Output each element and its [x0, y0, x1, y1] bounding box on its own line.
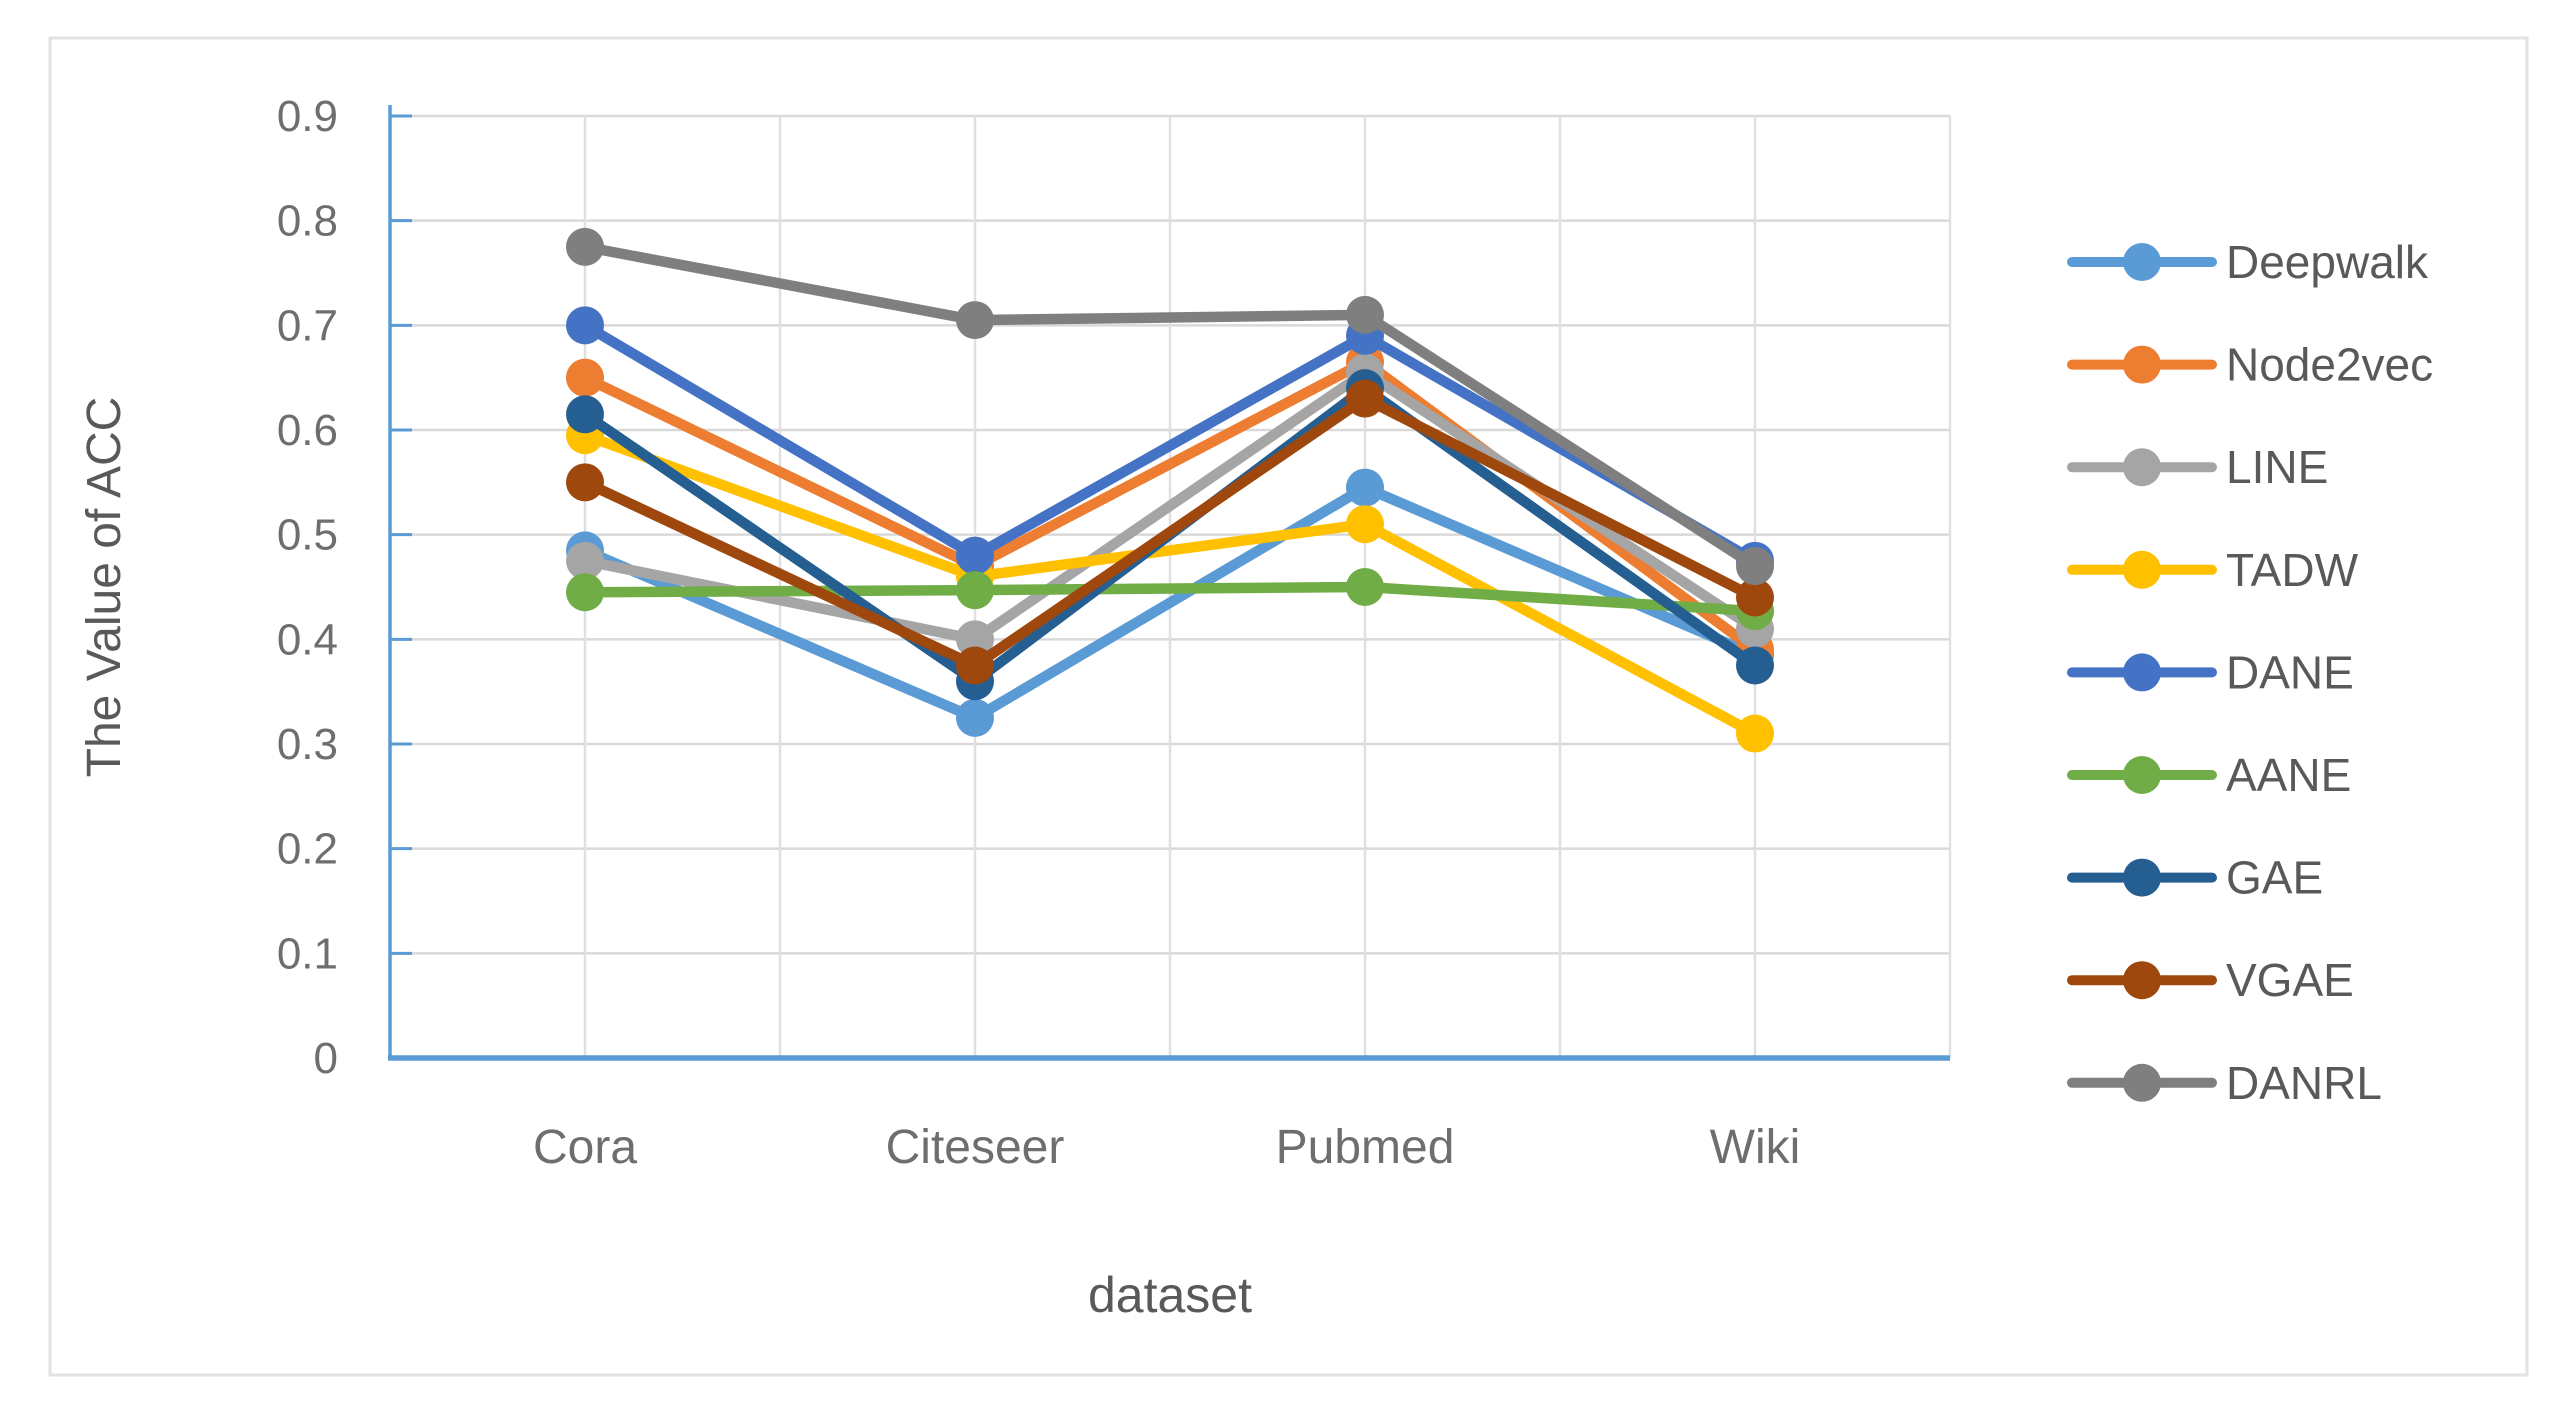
legend-item-GAE: GAE [2067, 852, 2323, 904]
legend-swatch-marker-DANRL [2123, 1063, 2161, 1102]
axes [388, 105, 1950, 1061]
y-tick-label: 0.8 [277, 197, 338, 246]
data-series [566, 227, 1774, 753]
legend-item-VGAE: VGAE [2067, 954, 2354, 1006]
legend-item-TADW: TADW [2067, 544, 2359, 596]
series-point-VGAE-Citeseer [956, 646, 994, 685]
legend-swatch-marker-GAE [2123, 858, 2161, 897]
legend-item-LINE: LINE [2067, 441, 2328, 493]
series-line-Deepwalk [582, 482, 1758, 724]
x-category-label-Pubmed: Pubmed [1276, 1121, 1455, 1174]
legend-swatch-marker-AANE [2123, 756, 2161, 794]
x-category-label-Cora: Cora [533, 1121, 637, 1174]
legend-item-DANE: DANE [2067, 646, 2354, 698]
series-point-DANE-Citeseer [956, 536, 994, 575]
legend-swatch-marker-Deepwalk [2123, 243, 2161, 281]
legend-item-AANE: AANE [2067, 749, 2351, 801]
y-tick-label: 0.6 [277, 406, 338, 455]
y-tick-label: 0.9 [277, 92, 338, 141]
series-point-VGAE-Pubmed [1346, 379, 1384, 418]
x-axis-title: dataset [1088, 1267, 1252, 1323]
series-point-Deepwalk-Citeseer [956, 698, 994, 737]
series-point-AANE-Pubmed [1346, 568, 1384, 606]
series-point-LINE-Cora [566, 541, 604, 580]
legend-label-DANE: DANE [2226, 646, 2354, 698]
legend-item-Node2vec: Node2vec [2067, 339, 2433, 391]
series-point-DANRL-Citeseer [956, 301, 994, 340]
legend-label-VGAE: VGAE [2226, 954, 2354, 1006]
y-tick-label: 0.2 [277, 825, 338, 874]
legend-item-Deepwalk: Deepwalk [2067, 236, 2429, 288]
series-point-DANE-Cora [566, 306, 604, 345]
axis-titles: The Value of ACC dataset [78, 397, 1252, 1323]
legend-swatch-marker-TADW [2123, 550, 2161, 589]
series-point-TADW-Pubmed [1346, 505, 1384, 544]
y-tick-label: 0.7 [277, 301, 338, 350]
series-point-Node2vec-Cora [566, 358, 604, 397]
series-point-DANRL-Cora [566, 227, 604, 266]
legend: Deepwalk Node2vec LINE TADW DANE AANE GAE VGAE D… [2067, 236, 2433, 1109]
legend-label-AANE: AANE [2226, 749, 2351, 801]
series-line-AANE [584, 581, 1756, 617]
legend-label-DANRL: DANRL [2226, 1057, 2382, 1109]
y-tick-label: 0.3 [277, 720, 338, 769]
legend-label-Node2vec: Node2vec [2226, 339, 2433, 391]
series-point-VGAE-Wiki [1736, 578, 1774, 617]
y-tick-label: 0.5 [277, 511, 338, 560]
x-category-label-Citeseer: Citeseer [886, 1121, 1065, 1174]
y-tick-label: 0.4 [277, 615, 338, 664]
series-line-VGAE [582, 393, 1758, 671]
series-point-GAE-Cora [566, 395, 604, 434]
legend-swatch-marker-VGAE [2123, 961, 2161, 1000]
series-point-TADW-Wiki [1736, 714, 1774, 753]
legend-swatch-marker-Node2vec [2123, 345, 2161, 384]
series-point-AANE-Cora [566, 573, 604, 612]
chart-border [48, 36, 2529, 1377]
series-line-TADW [583, 430, 1758, 739]
series-line-DANE [582, 320, 1758, 566]
series-point-DANRL-Pubmed [1346, 295, 1384, 334]
y-tick-label: 0.1 [277, 929, 338, 978]
legend-swatch-marker-DANE [2123, 653, 2161, 692]
y-axis-tick-labels: 0 0.1 0.2 0.3 0.4 0.5 0.6 0.7 0.8 0.9 [277, 92, 338, 1083]
series-point-LINE-Citeseer [956, 620, 994, 659]
legend-swatch-marker-LINE [2123, 448, 2161, 487]
x-axis-category-labels: Cora Citeseer Pubmed Wiki [533, 1121, 1800, 1174]
legend-label-GAE: GAE [2226, 852, 2323, 904]
series-point-DANRL-Wiki [1736, 547, 1774, 586]
series-point-Deepwalk-Pubmed [1346, 468, 1384, 507]
legend-label-TADW: TADW [2226, 544, 2359, 596]
y-tick-label: 0 [314, 1034, 338, 1083]
series-point-AANE-Citeseer [956, 571, 994, 610]
y-axis-title: The Value of ACC [78, 397, 131, 778]
legend-label-Deepwalk: Deepwalk [2226, 236, 2429, 288]
series-point-GAE-Wiki [1736, 646, 1774, 685]
x-category-label-Wiki: Wiki [1710, 1121, 1801, 1174]
legend-item-DANRL: DANRL [2067, 1057, 2382, 1109]
series-line-DANRL [584, 241, 1758, 571]
legend-label-LINE: LINE [2226, 441, 2328, 493]
series-point-VGAE-Cora [566, 463, 604, 502]
